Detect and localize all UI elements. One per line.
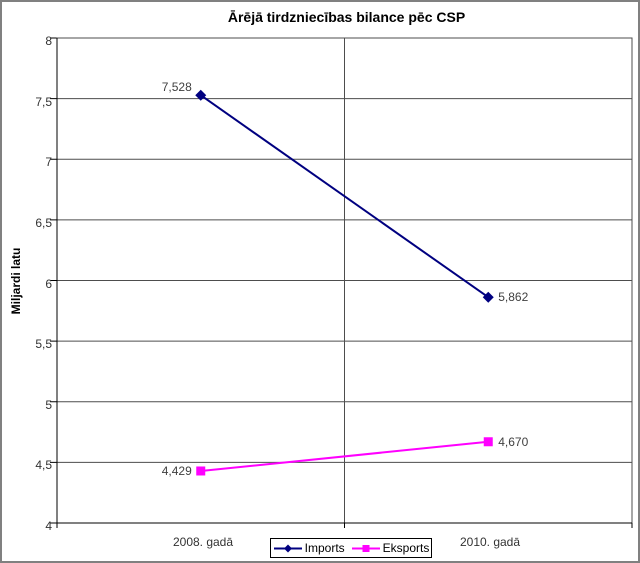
y-tick-label: 6,5 [35, 215, 52, 230]
data-label: 4,429 [162, 464, 192, 478]
y-tick-label: 8 [45, 34, 52, 48]
chart-title: Ārējā tirdzniecības bilance pēc CSP [227, 9, 466, 25]
series-line-eksports [200, 440, 489, 472]
y-tick-label: 4,5 [35, 458, 52, 473]
legend-item-imports: Imports [273, 541, 345, 555]
legend-label-eksports: Eksports [382, 541, 430, 555]
series-line-imports [200, 94, 489, 299]
data-label: 5,862 [498, 290, 528, 304]
marker-diamond-imports [195, 89, 207, 101]
y-tick-label: 5 [45, 397, 52, 412]
y-tick-label: 5,5 [35, 337, 52, 352]
legend-label-imports: Imports [304, 541, 345, 555]
x-tick-label-2010: 2010. gadā [459, 535, 521, 549]
eksports-line-swatch [351, 544, 380, 552]
marker-diamond-imports [482, 291, 494, 303]
y-tick-label: 6 [45, 276, 52, 291]
data-label: 7,528 [162, 80, 192, 94]
y-tick-label: 7,5 [35, 94, 52, 109]
marker-square-eksports [483, 437, 493, 447]
legend: Imports Eksports [270, 538, 432, 558]
data-label: 4,670 [498, 435, 528, 449]
imports-line-swatch [273, 544, 302, 552]
y-tick-label: 4 [45, 519, 52, 533]
legend-item-eksports: Eksports [351, 541, 430, 555]
y-tick-label: 7 [45, 155, 52, 170]
x-tick-label-2008: 2008. gadā [172, 535, 234, 549]
marker-square-eksports [196, 466, 206, 476]
